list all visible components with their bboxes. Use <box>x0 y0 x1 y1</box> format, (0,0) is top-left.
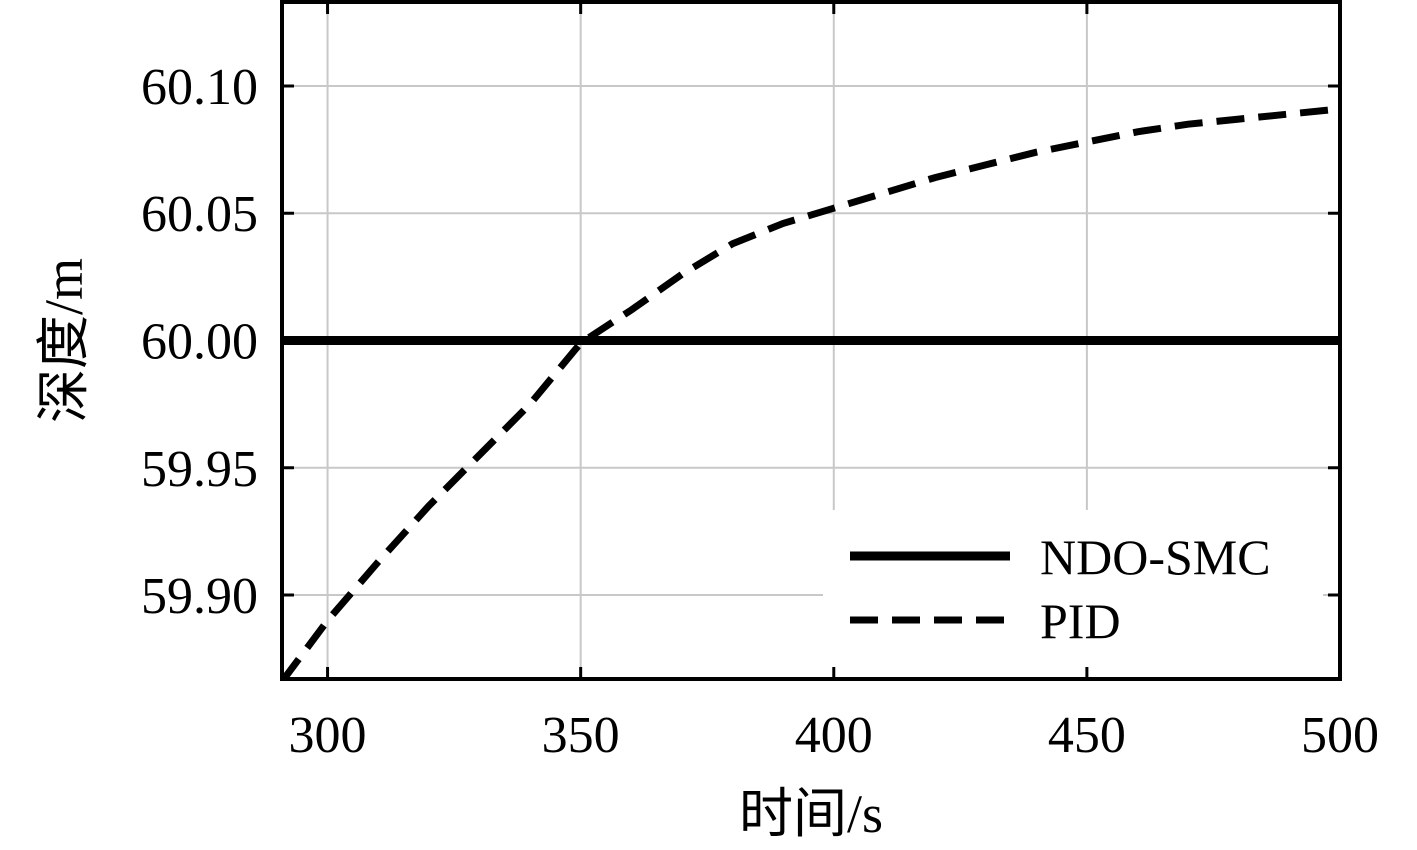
x-tick-label: 350 <box>542 707 620 764</box>
series-line-pid <box>282 105 1340 679</box>
legend: NDO-SMC PID <box>823 510 1323 670</box>
x-axis-title: 时间/s <box>739 784 883 844</box>
x-tick-label: 300 <box>289 707 367 764</box>
ticks <box>282 2 1342 679</box>
y-tick-label: 60.00 <box>141 314 258 371</box>
legend-box <box>823 510 1323 670</box>
x-tick-label: 500 <box>1301 707 1379 764</box>
y-tick-label: 59.90 <box>141 568 258 625</box>
legend-label-pid: PID <box>1040 593 1121 649</box>
y-axis-title: 深度/m <box>34 258 94 423</box>
x-tick-label: 400 <box>795 707 873 764</box>
y-tick-label: 60.05 <box>141 186 258 243</box>
tick-labels: 300 350 400 450 500 59.90 59.95 60.00 60.05 60.10 <box>141 59 1379 764</box>
legend-label-ndo-smc: NDO-SMC <box>1040 529 1271 585</box>
y-tick-label: 60.10 <box>141 59 258 116</box>
x-tick-label: 450 <box>1048 707 1126 764</box>
series-layer <box>282 105 1340 679</box>
y-tick-label: 59.95 <box>141 441 258 498</box>
